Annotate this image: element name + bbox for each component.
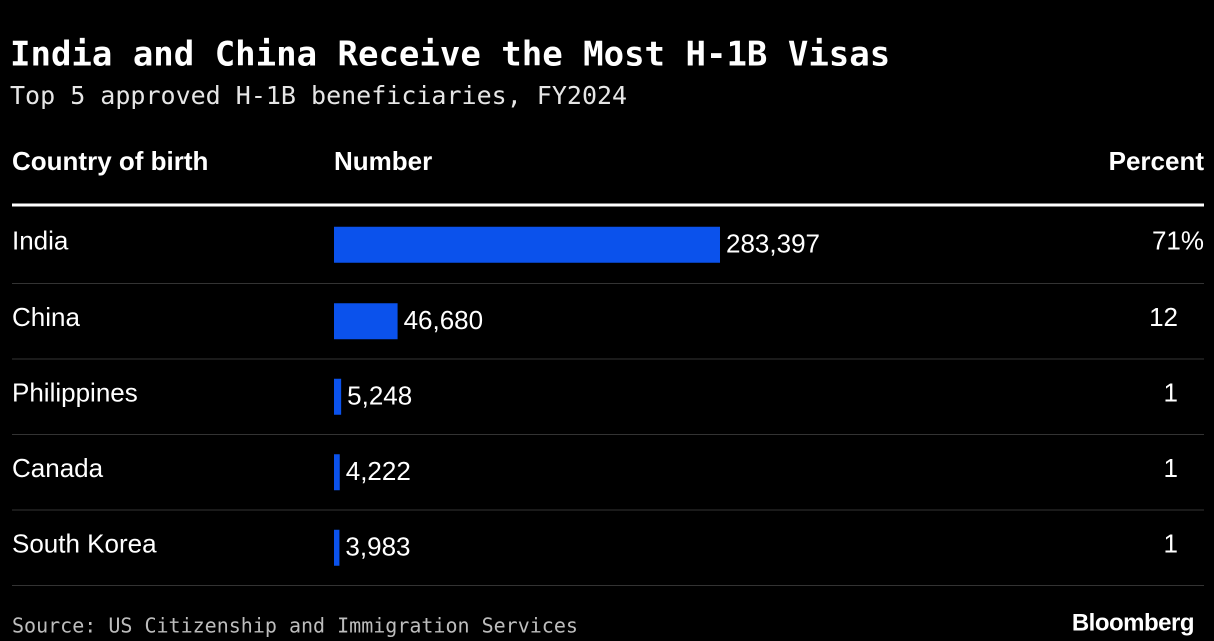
- column-header: Country of birth: [12, 146, 208, 176]
- percent-label: 12: [1149, 302, 1178, 332]
- percent-label: 1: [1164, 378, 1178, 408]
- bar: [334, 303, 398, 340]
- category-label: Canada: [12, 453, 104, 483]
- value-label: 46,680: [404, 305, 484, 335]
- source: Source: US Citizenship and Immigration S…: [12, 614, 578, 638]
- category-label: Philippines: [12, 378, 138, 408]
- value-label: 4,222: [346, 456, 411, 486]
- bar: [334, 226, 720, 263]
- chart-subtitle: Top 5 approved H-1B beneficiaries, FY202…: [10, 81, 627, 110]
- column-header: Number: [334, 146, 432, 176]
- percent-label: 71%: [1152, 226, 1204, 256]
- value-label: 283,397: [726, 229, 820, 259]
- category-label: South Korea: [12, 529, 157, 559]
- bar: [334, 529, 340, 566]
- value-label: 3,983: [345, 532, 410, 562]
- category-label: India: [12, 226, 69, 256]
- percent-label: 1: [1164, 453, 1178, 483]
- percent-label: 1: [1164, 529, 1178, 559]
- column-header: Percent: [1109, 146, 1205, 176]
- credit: Bloomberg: [1072, 609, 1194, 636]
- bar: [334, 454, 340, 491]
- bar: [334, 378, 342, 415]
- chart-title: India and China Receive the Most H-1B Vi…: [10, 35, 890, 75]
- category-label: China: [12, 302, 80, 332]
- value-label: 5,248: [347, 381, 412, 411]
